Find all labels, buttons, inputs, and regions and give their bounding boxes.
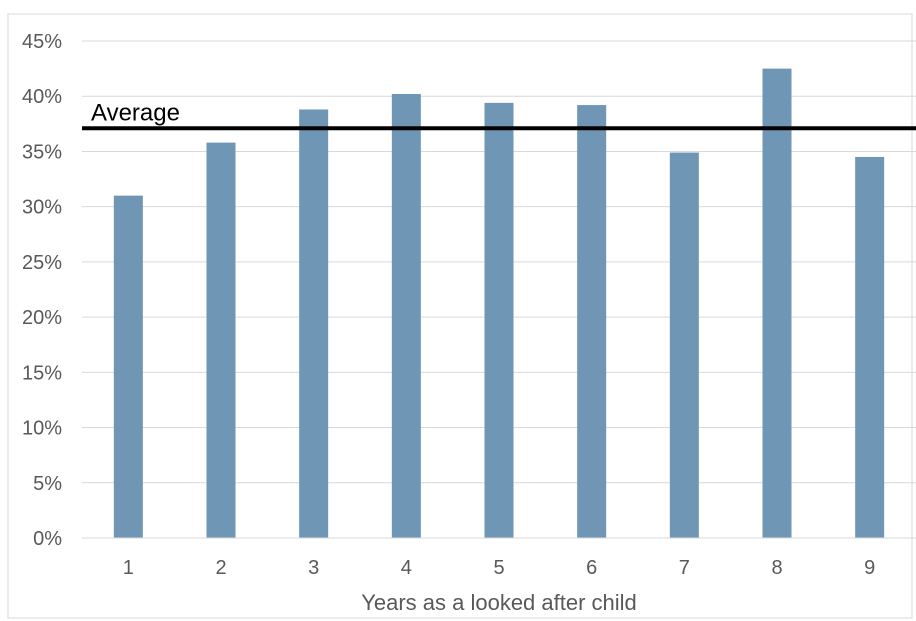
bar-8 — [762, 68, 792, 538]
average-label: Average — [91, 99, 180, 126]
chart-border — [7, 13, 913, 619]
bar-9 — [855, 156, 885, 538]
bar-6 — [577, 105, 607, 539]
y-tick-label: 20% — [22, 307, 62, 329]
bar-3 — [299, 109, 329, 538]
x-tick-label: 6 — [586, 557, 597, 579]
bar-2 — [206, 142, 236, 538]
x-tick-label: 3 — [308, 557, 319, 579]
y-tick-label: 5% — [33, 473, 62, 495]
y-tick-label: 40% — [22, 86, 62, 108]
x-tick-label: 8 — [771, 557, 782, 579]
y-axis-ticks: 0% 5% 10% 15% 20% 25% 30% 35% 40% 45% — [22, 31, 62, 550]
y-tick-label: 45% — [22, 31, 62, 53]
x-tick-label: 7 — [679, 557, 690, 579]
x-tick-label: 5 — [493, 557, 504, 579]
x-axis-ticks: 1 2 3 4 5 6 7 8 9 — [123, 557, 875, 579]
bar-7 — [669, 152, 699, 538]
x-tick-label: 2 — [215, 557, 226, 579]
bars — [113, 68, 885, 539]
bar-4 — [391, 94, 421, 538]
y-tick-label: 30% — [22, 197, 62, 219]
y-tick-label: 15% — [22, 362, 62, 384]
y-tick-label: 25% — [22, 252, 62, 274]
y-tick-label: 35% — [22, 141, 62, 163]
y-tick-label: 10% — [22, 418, 62, 440]
x-tick-label: 1 — [123, 557, 134, 579]
bar-1 — [113, 195, 143, 538]
y-tick-label: 0% — [33, 528, 62, 550]
x-tick-label: 9 — [864, 557, 875, 579]
x-tick-label: 4 — [401, 557, 412, 579]
bar-5 — [484, 102, 514, 539]
x-axis-title: Years as a looked after child — [361, 590, 637, 615]
